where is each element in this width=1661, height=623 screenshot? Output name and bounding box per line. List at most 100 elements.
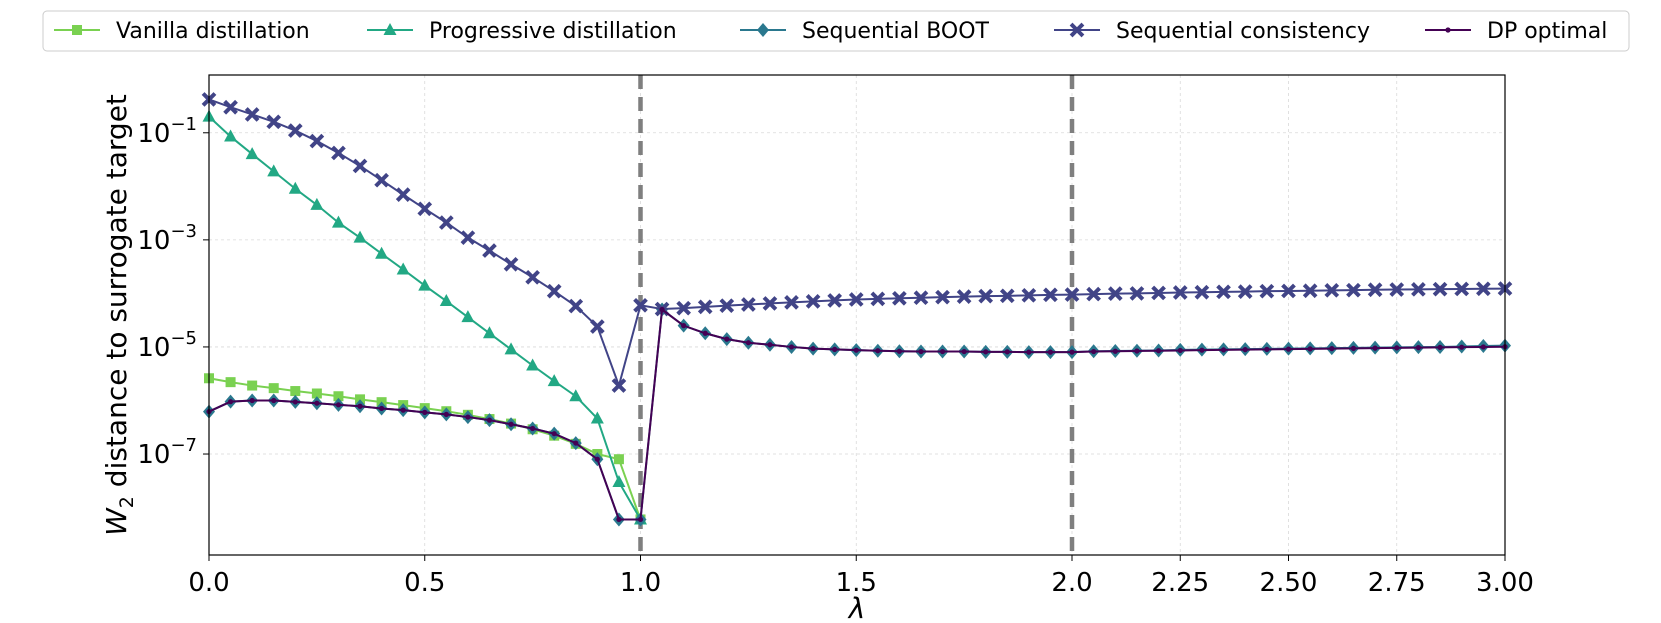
data-point <box>247 380 258 391</box>
data-point <box>1172 285 1188 300</box>
data-point <box>724 336 730 342</box>
data-point <box>983 349 989 355</box>
data-point <box>719 298 735 313</box>
data-point <box>1389 282 1405 297</box>
data-point <box>616 516 622 523</box>
data-point <box>1134 348 1140 354</box>
data-point <box>418 278 432 291</box>
legend-box <box>42 10 1630 52</box>
data-point <box>465 414 471 420</box>
data-point <box>292 399 298 405</box>
data-point <box>1411 282 1426 297</box>
data-point <box>1259 283 1275 299</box>
data-point <box>1346 282 1361 298</box>
x-tick-label: 2.0 <box>1051 568 1092 598</box>
legend-label: Sequential consistency <box>1116 19 1370 44</box>
data-point <box>870 291 886 307</box>
data-point <box>1394 345 1400 351</box>
data-point <box>935 289 950 305</box>
data-point <box>810 346 816 352</box>
data-point <box>331 145 346 161</box>
x-tick-label: 3.00 <box>1476 568 1534 598</box>
data-point <box>702 330 708 336</box>
y-axis-label-rest: distance to surrogate target <box>100 94 133 496</box>
data-point <box>438 215 454 230</box>
data-point <box>331 215 345 228</box>
legend-marker <box>1445 27 1451 33</box>
data-point <box>267 164 281 177</box>
data-point <box>417 201 433 217</box>
data-point <box>443 411 449 417</box>
data-point <box>244 107 260 122</box>
data-point <box>590 319 605 334</box>
data-point <box>1043 287 1058 303</box>
data-point <box>788 344 795 350</box>
data-point <box>400 407 406 413</box>
data-point <box>1307 346 1313 352</box>
data-point <box>1285 346 1292 352</box>
data-point <box>503 256 519 272</box>
data-point <box>1194 284 1210 300</box>
reference-lines <box>638 75 1075 555</box>
data-point <box>379 405 385 412</box>
data-point <box>224 129 238 142</box>
x-axis-ticks: 0.0 0.5 1.0 1.5 2.0 2.25 2.50 2.75 3.00 <box>188 555 1534 598</box>
data-point <box>439 294 453 307</box>
data-point <box>374 172 389 188</box>
data-point <box>287 123 303 138</box>
legend-marker <box>757 23 769 37</box>
data-point <box>1069 349 1075 355</box>
data-point <box>508 421 514 427</box>
data-point <box>1086 286 1101 302</box>
y-tick-label: 10−3 <box>137 221 197 256</box>
data-point <box>659 306 665 313</box>
data-point <box>1372 345 1378 351</box>
data-point <box>271 397 277 404</box>
data-point <box>1129 286 1145 301</box>
y-axis-label: W2 distance to surrogate target <box>100 94 138 536</box>
legend-entry: Vanilla distillation <box>54 19 310 44</box>
plot-frame <box>208 74 1506 556</box>
data-point <box>1091 348 1097 355</box>
data-point <box>1151 285 1166 301</box>
data-point <box>551 431 557 437</box>
data-point <box>853 347 859 353</box>
data-point <box>530 425 536 432</box>
data-point <box>848 292 864 307</box>
data-point <box>676 300 691 316</box>
data-point <box>266 114 282 130</box>
data-point <box>918 348 924 355</box>
data-point <box>1026 349 1032 355</box>
series-sequential-boot <box>203 302 1511 527</box>
data-point <box>961 348 967 355</box>
data-point <box>875 348 881 354</box>
data-point <box>1432 281 1448 297</box>
data-point <box>569 389 583 402</box>
data-point <box>745 340 751 346</box>
data-point <box>526 358 540 371</box>
data-point <box>460 230 476 245</box>
data-point <box>525 269 540 285</box>
data-point <box>1242 347 1248 353</box>
data-point <box>249 397 255 404</box>
data-point <box>1476 281 1491 297</box>
data-point <box>892 290 907 306</box>
data-point <box>1112 348 1118 354</box>
data-point <box>288 181 302 194</box>
data-point <box>1454 281 1470 297</box>
data-point <box>225 377 236 388</box>
x-tick-label: 1.0 <box>620 568 661 598</box>
data-point <box>697 299 713 315</box>
grid <box>208 75 1506 555</box>
data-point <box>681 323 687 329</box>
legend-marker <box>1069 22 1085 38</box>
data-point <box>1480 344 1486 350</box>
data-point <box>978 288 994 304</box>
y-axis-label-var: W <box>100 507 133 536</box>
legend-label: DP optimal <box>1487 19 1607 44</box>
data-point <box>1220 347 1227 353</box>
data-point <box>1329 346 1335 352</box>
x-tick-label: 2.75 <box>1368 568 1426 598</box>
data-point <box>613 454 624 465</box>
